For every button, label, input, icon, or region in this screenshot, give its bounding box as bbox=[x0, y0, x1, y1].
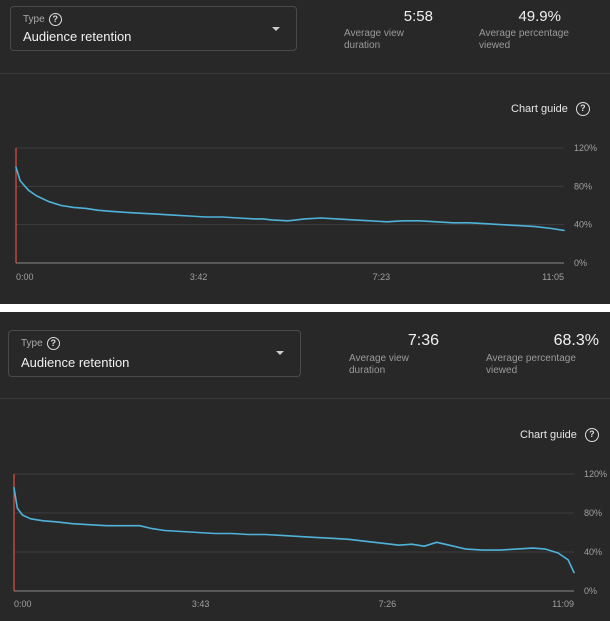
metric-average-percentage-viewed: 68.3% Average percentage viewed bbox=[486, 332, 599, 377]
type-dropdown[interactable]: Type ? Audience retention bbox=[8, 330, 301, 377]
x-tick-label: 0:00 bbox=[14, 599, 32, 609]
metric-average-view-duration: 7:36 Average view duration bbox=[349, 332, 439, 377]
help-circle-icon[interactable]: ? bbox=[46, 337, 60, 350]
type-label-row: Type ? bbox=[21, 337, 60, 350]
type-value: Audience retention bbox=[21, 355, 130, 370]
retention-panel-2: Type ? Audience retention 7:36 Average v… bbox=[0, 312, 610, 621]
retention-chart[interactable]: 0% 40% 80% 120% 0:00 3:42 7:23 11:05 bbox=[0, 140, 610, 300]
metric-label: Average percentage viewed bbox=[479, 28, 569, 51]
y-tick-label: 80% bbox=[584, 508, 602, 518]
x-tick-label: 11:05 bbox=[542, 272, 564, 282]
metric-label: Average view duration bbox=[344, 28, 404, 51]
help-circle-icon[interactable]: ? bbox=[48, 13, 62, 26]
metric-value: 68.3% bbox=[553, 332, 599, 349]
chevron-down-icon[interactable] bbox=[276, 351, 284, 355]
x-tick-label: 3:43 bbox=[192, 599, 210, 609]
x-tick-label: 3:42 bbox=[190, 272, 208, 282]
x-tick-label: 7:26 bbox=[379, 599, 397, 609]
y-tick-label: 0% bbox=[574, 258, 587, 268]
y-tick-label: 0% bbox=[584, 586, 597, 596]
y-tick-label: 40% bbox=[574, 220, 592, 230]
chevron-down-icon[interactable] bbox=[272, 27, 280, 31]
type-dropdown[interactable]: Type ? Audience retention bbox=[10, 6, 297, 51]
divider bbox=[0, 398, 610, 399]
y-tick-label: 40% bbox=[584, 547, 602, 557]
type-value: Audience retention bbox=[23, 29, 132, 44]
chart-guide-button[interactable]: Chart guide ? bbox=[520, 428, 599, 442]
type-label-row: Type ? bbox=[23, 13, 62, 26]
chart-guide-button[interactable]: Chart guide ? bbox=[511, 102, 590, 116]
divider bbox=[0, 73, 610, 74]
metric-value: 5:58 bbox=[403, 8, 433, 25]
retention-line bbox=[13, 486, 575, 574]
type-label: Type bbox=[23, 14, 45, 25]
help-circle-icon: ? bbox=[584, 428, 599, 442]
y-tick-label: 120% bbox=[574, 143, 597, 153]
chart-guide-label: Chart guide bbox=[520, 429, 577, 441]
metric-label: Average percentage viewed bbox=[486, 353, 576, 376]
metric-label: Average view duration bbox=[349, 353, 409, 376]
metric-value: 49.9% bbox=[518, 8, 561, 25]
chart-guide-label: Chart guide bbox=[511, 103, 568, 115]
x-tick-label: 0:00 bbox=[16, 272, 34, 282]
type-label: Type bbox=[21, 338, 43, 349]
metric-average-view-duration: 5:58 Average view duration bbox=[344, 8, 434, 52]
retention-chart[interactable]: 0% 40% 80% 120% 0:00 3:43 7:26 11:09 bbox=[0, 467, 610, 621]
metric-value: 7:36 bbox=[407, 332, 439, 349]
y-tick-label: 120% bbox=[584, 469, 607, 479]
help-circle-icon: ? bbox=[575, 102, 590, 116]
x-tick-label: 7:23 bbox=[373, 272, 391, 282]
x-tick-label: 11:09 bbox=[552, 599, 574, 609]
metric-average-percentage-viewed: 49.9% Average percentage viewed bbox=[479, 8, 569, 52]
retention-line bbox=[15, 166, 565, 232]
y-tick-label: 80% bbox=[574, 181, 592, 191]
retention-panel-1: Type ? Audience retention 5:58 Average v… bbox=[0, 0, 610, 304]
